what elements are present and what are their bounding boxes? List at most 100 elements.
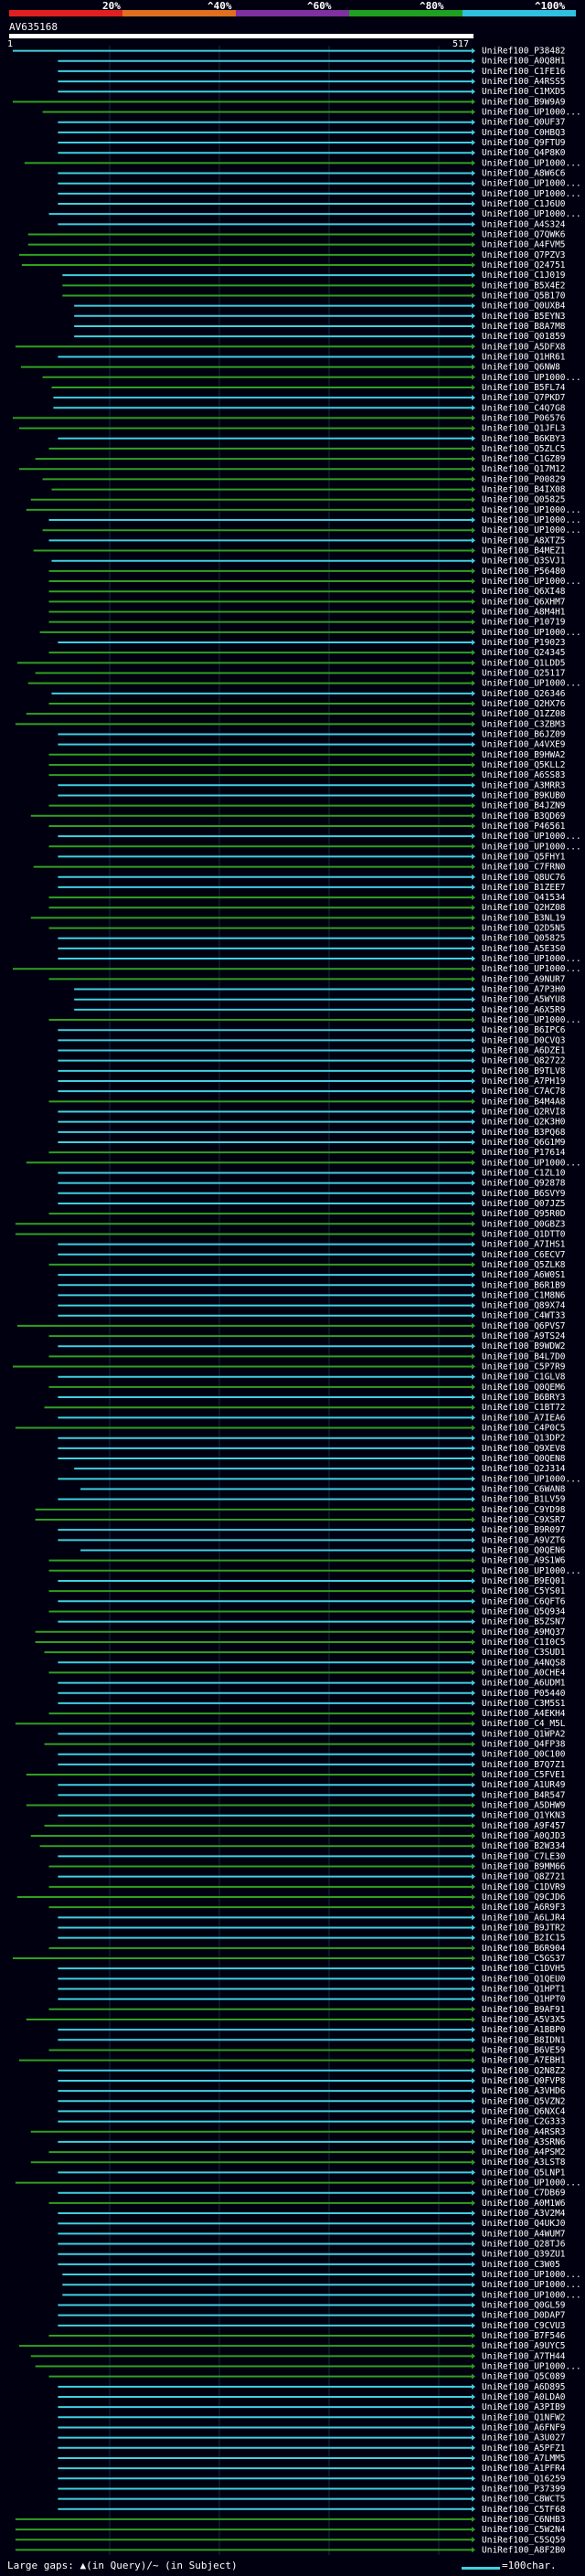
hit-label[interactable]: UniRef100_Q5ZLK8 bbox=[482, 1260, 566, 1270]
hit-label[interactable]: UniRef100_Q1LDD5 bbox=[482, 658, 566, 668]
hit-label[interactable]: UniRef100_UP1000... bbox=[482, 2290, 581, 2300]
hit-label[interactable]: UniRef100_A9F457 bbox=[482, 1821, 566, 1831]
hit-label[interactable]: UniRef100_P10719 bbox=[482, 618, 566, 628]
hit-row[interactable]: UniRef100_UP1000... bbox=[24, 158, 581, 168]
hit-row[interactable]: UniRef100_Q2D5N5 bbox=[48, 924, 566, 934]
hit-label[interactable]: UniRef100_P46561 bbox=[482, 822, 566, 832]
hit-row[interactable]: UniRef100_Q1LDD5 bbox=[16, 658, 566, 668]
hit-row[interactable]: UniRef100_Q2RVI8 bbox=[58, 1107, 566, 1117]
hit-row[interactable]: UniRef100_Q1JFL3 bbox=[18, 424, 566, 434]
hit-row[interactable]: UniRef100_Q41534 bbox=[48, 893, 566, 903]
hit-label[interactable]: UniRef100_P37399 bbox=[482, 2484, 566, 2494]
hit-label[interactable]: UniRef100_B3QD69 bbox=[482, 811, 566, 822]
hit-row[interactable]: UniRef100_C5FVE1 bbox=[26, 1770, 566, 1780]
hit-row[interactable]: UniRef100_A3V2M4 bbox=[58, 2209, 566, 2219]
hit-label[interactable]: UniRef100_C6NHB3 bbox=[482, 2515, 566, 2525]
hit-row[interactable]: UniRef100_C6ECV7 bbox=[58, 1250, 566, 1260]
hit-row[interactable]: UniRef100_Q3SVJ1 bbox=[51, 557, 566, 567]
hit-label[interactable]: UniRef100_C9XSR7 bbox=[482, 1515, 566, 1525]
hit-row[interactable]: UniRef100_B6R1B9 bbox=[58, 1280, 566, 1290]
hit-label[interactable]: UniRef100_B4M4A8 bbox=[482, 1097, 566, 1107]
hit-row[interactable]: UniRef100_Q0GL59 bbox=[58, 2301, 566, 2311]
hit-label[interactable]: UniRef100_A3V2M4 bbox=[482, 2209, 566, 2219]
hit-row[interactable]: UniRef100_Q0QEN8 bbox=[58, 1454, 566, 1464]
hit-row[interactable]: UniRef100_A6DZE1 bbox=[58, 1046, 566, 1056]
hit-label[interactable]: UniRef100_B6VE59 bbox=[482, 2045, 566, 2055]
hit-row[interactable]: UniRef100_C3SUD1 bbox=[44, 1648, 566, 1658]
hit-row[interactable]: UniRef100_UP1000... bbox=[58, 954, 581, 964]
hit-row[interactable]: UniRef100_P38482 bbox=[12, 47, 566, 57]
hit-label[interactable]: UniRef100_A6DZE1 bbox=[482, 1046, 566, 1056]
hit-label[interactable]: UniRef100_A1UR49 bbox=[482, 1780, 566, 1790]
hit-label[interactable]: UniRef100_Q2HX76 bbox=[482, 699, 566, 709]
hit-label[interactable]: UniRef100_Q89X74 bbox=[482, 1301, 566, 1311]
hit-row[interactable]: UniRef100_Q26346 bbox=[51, 689, 566, 699]
hit-row[interactable]: UniRef100_C6QFT6 bbox=[58, 1596, 566, 1606]
hit-row[interactable]: UniRef100_Q1QEU0 bbox=[58, 1974, 566, 1984]
hit-row[interactable]: UniRef100_A0CHE4 bbox=[48, 1668, 566, 1678]
hit-label[interactable]: UniRef100_A3MRR3 bbox=[482, 780, 566, 790]
hit-row[interactable]: UniRef100_A4EKH4 bbox=[48, 1709, 566, 1719]
hit-label[interactable]: UniRef100_C9YD98 bbox=[482, 1505, 566, 1515]
hit-label[interactable]: UniRef100_Q8UC76 bbox=[482, 873, 566, 883]
hit-row[interactable]: UniRef100_C1MXD5 bbox=[58, 87, 566, 97]
hit-row[interactable]: UniRef100_P10719 bbox=[48, 618, 566, 628]
hit-label[interactable]: UniRef100_B4L7D0 bbox=[482, 1352, 566, 1362]
hit-label[interactable]: UniRef100_C5TF68 bbox=[482, 2505, 566, 2515]
hit-row[interactable]: UniRef100_C3M5S1 bbox=[58, 1699, 566, 1709]
hit-row[interactable]: UniRef100_B4MEZ1 bbox=[33, 546, 566, 557]
hit-label[interactable]: UniRef100_C3W05 bbox=[482, 2260, 560, 2270]
hit-label[interactable]: UniRef100_Q5ZLC5 bbox=[482, 444, 566, 454]
hit-label[interactable]: UniRef100_C4WT33 bbox=[482, 1311, 566, 1321]
hit-label[interactable]: UniRef100_B9AF91 bbox=[482, 2005, 566, 2015]
hit-row[interactable]: UniRef100_A6UDM1 bbox=[58, 1679, 566, 1689]
hit-label[interactable]: UniRef100_Q9CJD6 bbox=[482, 1892, 566, 1903]
hit-label[interactable]: UniRef100_C9CVU3 bbox=[482, 2321, 566, 2331]
hit-row[interactable]: UniRef100_Q5LNP1 bbox=[58, 2168, 566, 2178]
hit-row[interactable]: UniRef100_A9NUR7 bbox=[48, 974, 566, 984]
hit-row[interactable]: UniRef100_A0M1W6 bbox=[48, 2199, 566, 2209]
hit-row[interactable]: UniRef100_Q13DP2 bbox=[58, 1434, 566, 1444]
hit-row[interactable]: UniRef100_A3LST8 bbox=[30, 2157, 566, 2168]
hit-label[interactable]: UniRef100_UP1000... bbox=[482, 842, 581, 852]
hit-row[interactable]: UniRef100_Q6XI48 bbox=[48, 587, 566, 597]
hit-label[interactable]: UniRef100_A0CHE4 bbox=[482, 1668, 566, 1678]
hit-label[interactable]: UniRef100_B1LV59 bbox=[482, 1495, 566, 1505]
hit-row[interactable]: UniRef100_B9JTR2 bbox=[58, 1924, 566, 1934]
hit-label[interactable]: UniRef100_Q0GL59 bbox=[482, 2301, 566, 2311]
hit-label[interactable]: UniRef100_B5X4E2 bbox=[482, 281, 566, 291]
hit-row[interactable]: UniRef100_A1BBP0 bbox=[58, 2025, 566, 2035]
hit-label[interactable]: UniRef100_B9KUB0 bbox=[482, 790, 566, 800]
hit-label[interactable]: UniRef100_C6WAN8 bbox=[482, 1485, 566, 1495]
hit-row[interactable]: UniRef100_C3W05 bbox=[58, 2260, 560, 2270]
hit-label[interactable]: UniRef100_A5E3S0 bbox=[482, 944, 566, 954]
hit-label[interactable]: UniRef100_Q5VZN2 bbox=[482, 2096, 566, 2106]
hit-row[interactable]: UniRef100_Q1HR61 bbox=[58, 352, 566, 362]
hit-row[interactable]: UniRef100_B3PQ68 bbox=[58, 1128, 566, 1138]
hit-label[interactable]: UniRef100_A7EBH1 bbox=[482, 2056, 566, 2066]
hit-label[interactable]: UniRef100_B4JZN9 bbox=[482, 801, 566, 811]
hit-row[interactable]: UniRef100_C0HBQ3 bbox=[58, 128, 566, 138]
hit-row[interactable]: UniRef100_Q28TJ6 bbox=[58, 2240, 566, 2250]
hit-row[interactable]: UniRef100_A9MQ37 bbox=[35, 1627, 566, 1638]
hit-label[interactable]: UniRef100_B3PQ68 bbox=[482, 1128, 566, 1138]
hit-row[interactable]: UniRef100_B4R547 bbox=[58, 1790, 566, 1800]
hit-label[interactable]: UniRef100_C5FVE1 bbox=[482, 1770, 566, 1780]
hit-label[interactable]: UniRef100_UP1000... bbox=[482, 505, 581, 515]
hit-row[interactable]: UniRef100_A6W0S1 bbox=[58, 1270, 566, 1280]
hit-row[interactable]: UniRef100_UP1000... bbox=[39, 628, 581, 638]
hit-label[interactable]: UniRef100_Q2K3H0 bbox=[482, 1118, 566, 1128]
hit-row[interactable]: UniRef100_Q5KLL2 bbox=[48, 760, 566, 770]
hit-row[interactable]: UniRef100_A7PH19 bbox=[58, 1076, 566, 1087]
hit-label[interactable]: UniRef100_C1MXD5 bbox=[482, 87, 566, 97]
hit-row[interactable]: UniRef100_B6BRY3 bbox=[58, 1393, 566, 1403]
hit-label[interactable]: UniRef100_A8XTZ5 bbox=[482, 535, 566, 546]
hit-label[interactable]: UniRef100_B5FL74 bbox=[482, 383, 566, 393]
hit-row[interactable]: UniRef100_B1ZEE7 bbox=[58, 883, 566, 893]
hit-row[interactable]: UniRef100_Q6G1M9 bbox=[58, 1138, 566, 1148]
hit-row[interactable]: UniRef100_C7FRN0 bbox=[33, 863, 566, 873]
hit-row[interactable]: UniRef100_C5GS37 bbox=[12, 1954, 566, 1964]
hit-label[interactable]: UniRef100_UP1000... bbox=[482, 577, 581, 587]
hit-row[interactable]: UniRef100_B7F546 bbox=[48, 2331, 566, 2341]
hit-row[interactable]: UniRef100_P56480 bbox=[48, 567, 566, 577]
